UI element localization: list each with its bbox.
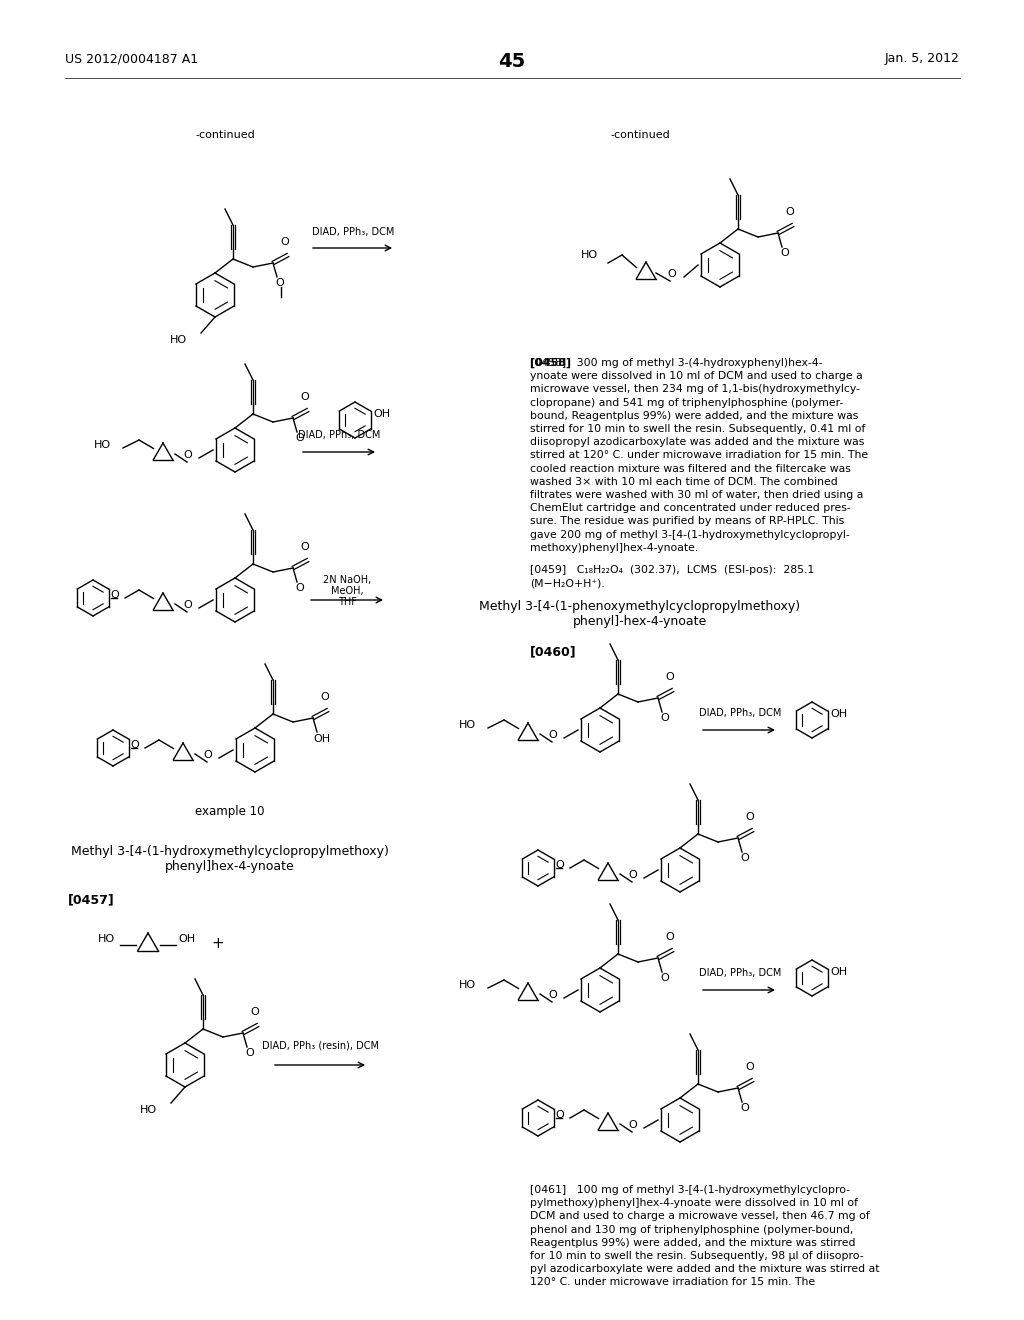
Text: THF: THF: [338, 597, 356, 607]
Text: -continued: -continued: [196, 129, 255, 140]
Text: example 10: example 10: [196, 805, 265, 818]
Text: US 2012/0004187 A1: US 2012/0004187 A1: [65, 51, 198, 65]
Text: O: O: [111, 590, 119, 601]
Text: O: O: [740, 853, 749, 863]
Text: O: O: [780, 248, 788, 257]
Text: Jan. 5, 2012: Jan. 5, 2012: [885, 51, 961, 65]
Text: O: O: [281, 238, 290, 247]
Text: O: O: [740, 1104, 749, 1113]
Text: O: O: [301, 392, 309, 403]
Text: O: O: [555, 861, 564, 870]
Text: O: O: [301, 543, 309, 552]
Text: O: O: [183, 601, 193, 610]
Text: O: O: [245, 1048, 254, 1059]
Text: OH: OH: [373, 409, 390, 418]
Text: O: O: [745, 812, 755, 822]
Text: O: O: [548, 990, 557, 1001]
Text: O: O: [251, 1007, 259, 1016]
Text: O: O: [130, 741, 139, 750]
Text: O: O: [555, 1110, 564, 1119]
Text: DIAD, PPh₃, DCM: DIAD, PPh₃, DCM: [298, 430, 380, 440]
Text: O: O: [295, 433, 304, 444]
Text: HO: HO: [140, 1105, 157, 1115]
Text: O: O: [660, 973, 669, 983]
Text: OH: OH: [830, 968, 847, 977]
Text: O: O: [203, 750, 212, 760]
Text: O: O: [275, 279, 284, 288]
Text: DIAD, PPh₃ (resin), DCM: DIAD, PPh₃ (resin), DCM: [261, 1040, 379, 1049]
Text: DIAD, PPh₃, DCM: DIAD, PPh₃, DCM: [698, 708, 781, 718]
Text: 45: 45: [499, 51, 525, 71]
Text: [0458]   300 mg of methyl 3-(4-hydroxyphenyl)hex-4-
ynoate were dissolved in 10 : [0458] 300 mg of methyl 3-(4-hydroxyphen…: [530, 358, 868, 553]
Text: OH: OH: [830, 709, 847, 719]
Text: O: O: [745, 1063, 755, 1072]
Text: [0459]   C₁₈H₂₂O₄  (302.37),  LCMS  (ESI-pos):  285.1: [0459] C₁₈H₂₂O₄ (302.37), LCMS (ESI-pos)…: [530, 565, 814, 576]
Text: O: O: [668, 269, 676, 279]
Text: phenyl]hex-4-ynoate: phenyl]hex-4-ynoate: [165, 861, 295, 873]
Text: [0457]: [0457]: [68, 894, 115, 906]
Text: OH: OH: [313, 734, 330, 744]
Text: MeOH,: MeOH,: [331, 586, 364, 597]
Text: O: O: [295, 583, 304, 593]
Text: HO: HO: [581, 249, 598, 260]
Text: HO: HO: [170, 335, 187, 345]
Text: +: +: [212, 936, 224, 950]
Text: O: O: [660, 713, 669, 723]
Text: -continued: -continued: [610, 129, 670, 140]
Text: O: O: [629, 1119, 637, 1130]
Text: HO: HO: [459, 719, 476, 730]
Text: Methyl 3-[4-(1-hydroxymethylcyclopropylmethoxy): Methyl 3-[4-(1-hydroxymethylcyclopropylm…: [71, 845, 389, 858]
Text: O: O: [629, 870, 637, 880]
Text: HO: HO: [94, 440, 111, 450]
Text: phenyl]-hex-4-ynoate: phenyl]-hex-4-ynoate: [572, 615, 708, 628]
Text: [0458]: [0458]: [530, 358, 571, 368]
Text: DIAD, PPh₃, DCM: DIAD, PPh₃, DCM: [698, 968, 781, 978]
Text: O: O: [666, 672, 675, 682]
Text: O: O: [183, 450, 193, 459]
Text: O: O: [548, 730, 557, 741]
Text: HO: HO: [98, 935, 115, 944]
Text: (M−H₂O+H⁺).: (M−H₂O+H⁺).: [530, 578, 605, 587]
Text: [0461]   100 mg of methyl 3-[4-(1-hydroxymethylcyclopro-
pylmethoxy)phenyl]hex-4: [0461] 100 mg of methyl 3-[4-(1-hydroxym…: [530, 1185, 880, 1287]
Text: O: O: [785, 207, 795, 216]
Text: HO: HO: [459, 979, 476, 990]
Text: O: O: [321, 692, 330, 702]
Text: [0460]: [0460]: [530, 645, 577, 657]
Text: O: O: [666, 932, 675, 942]
Text: OH: OH: [178, 935, 196, 944]
Text: DIAD, PPh₃, DCM: DIAD, PPh₃, DCM: [312, 227, 394, 238]
Text: Methyl 3-[4-(1-phenoxymethylcyclopropylmethoxy): Methyl 3-[4-(1-phenoxymethylcyclopropylm…: [479, 601, 801, 612]
Text: 2N NaOH,: 2N NaOH,: [323, 576, 371, 585]
